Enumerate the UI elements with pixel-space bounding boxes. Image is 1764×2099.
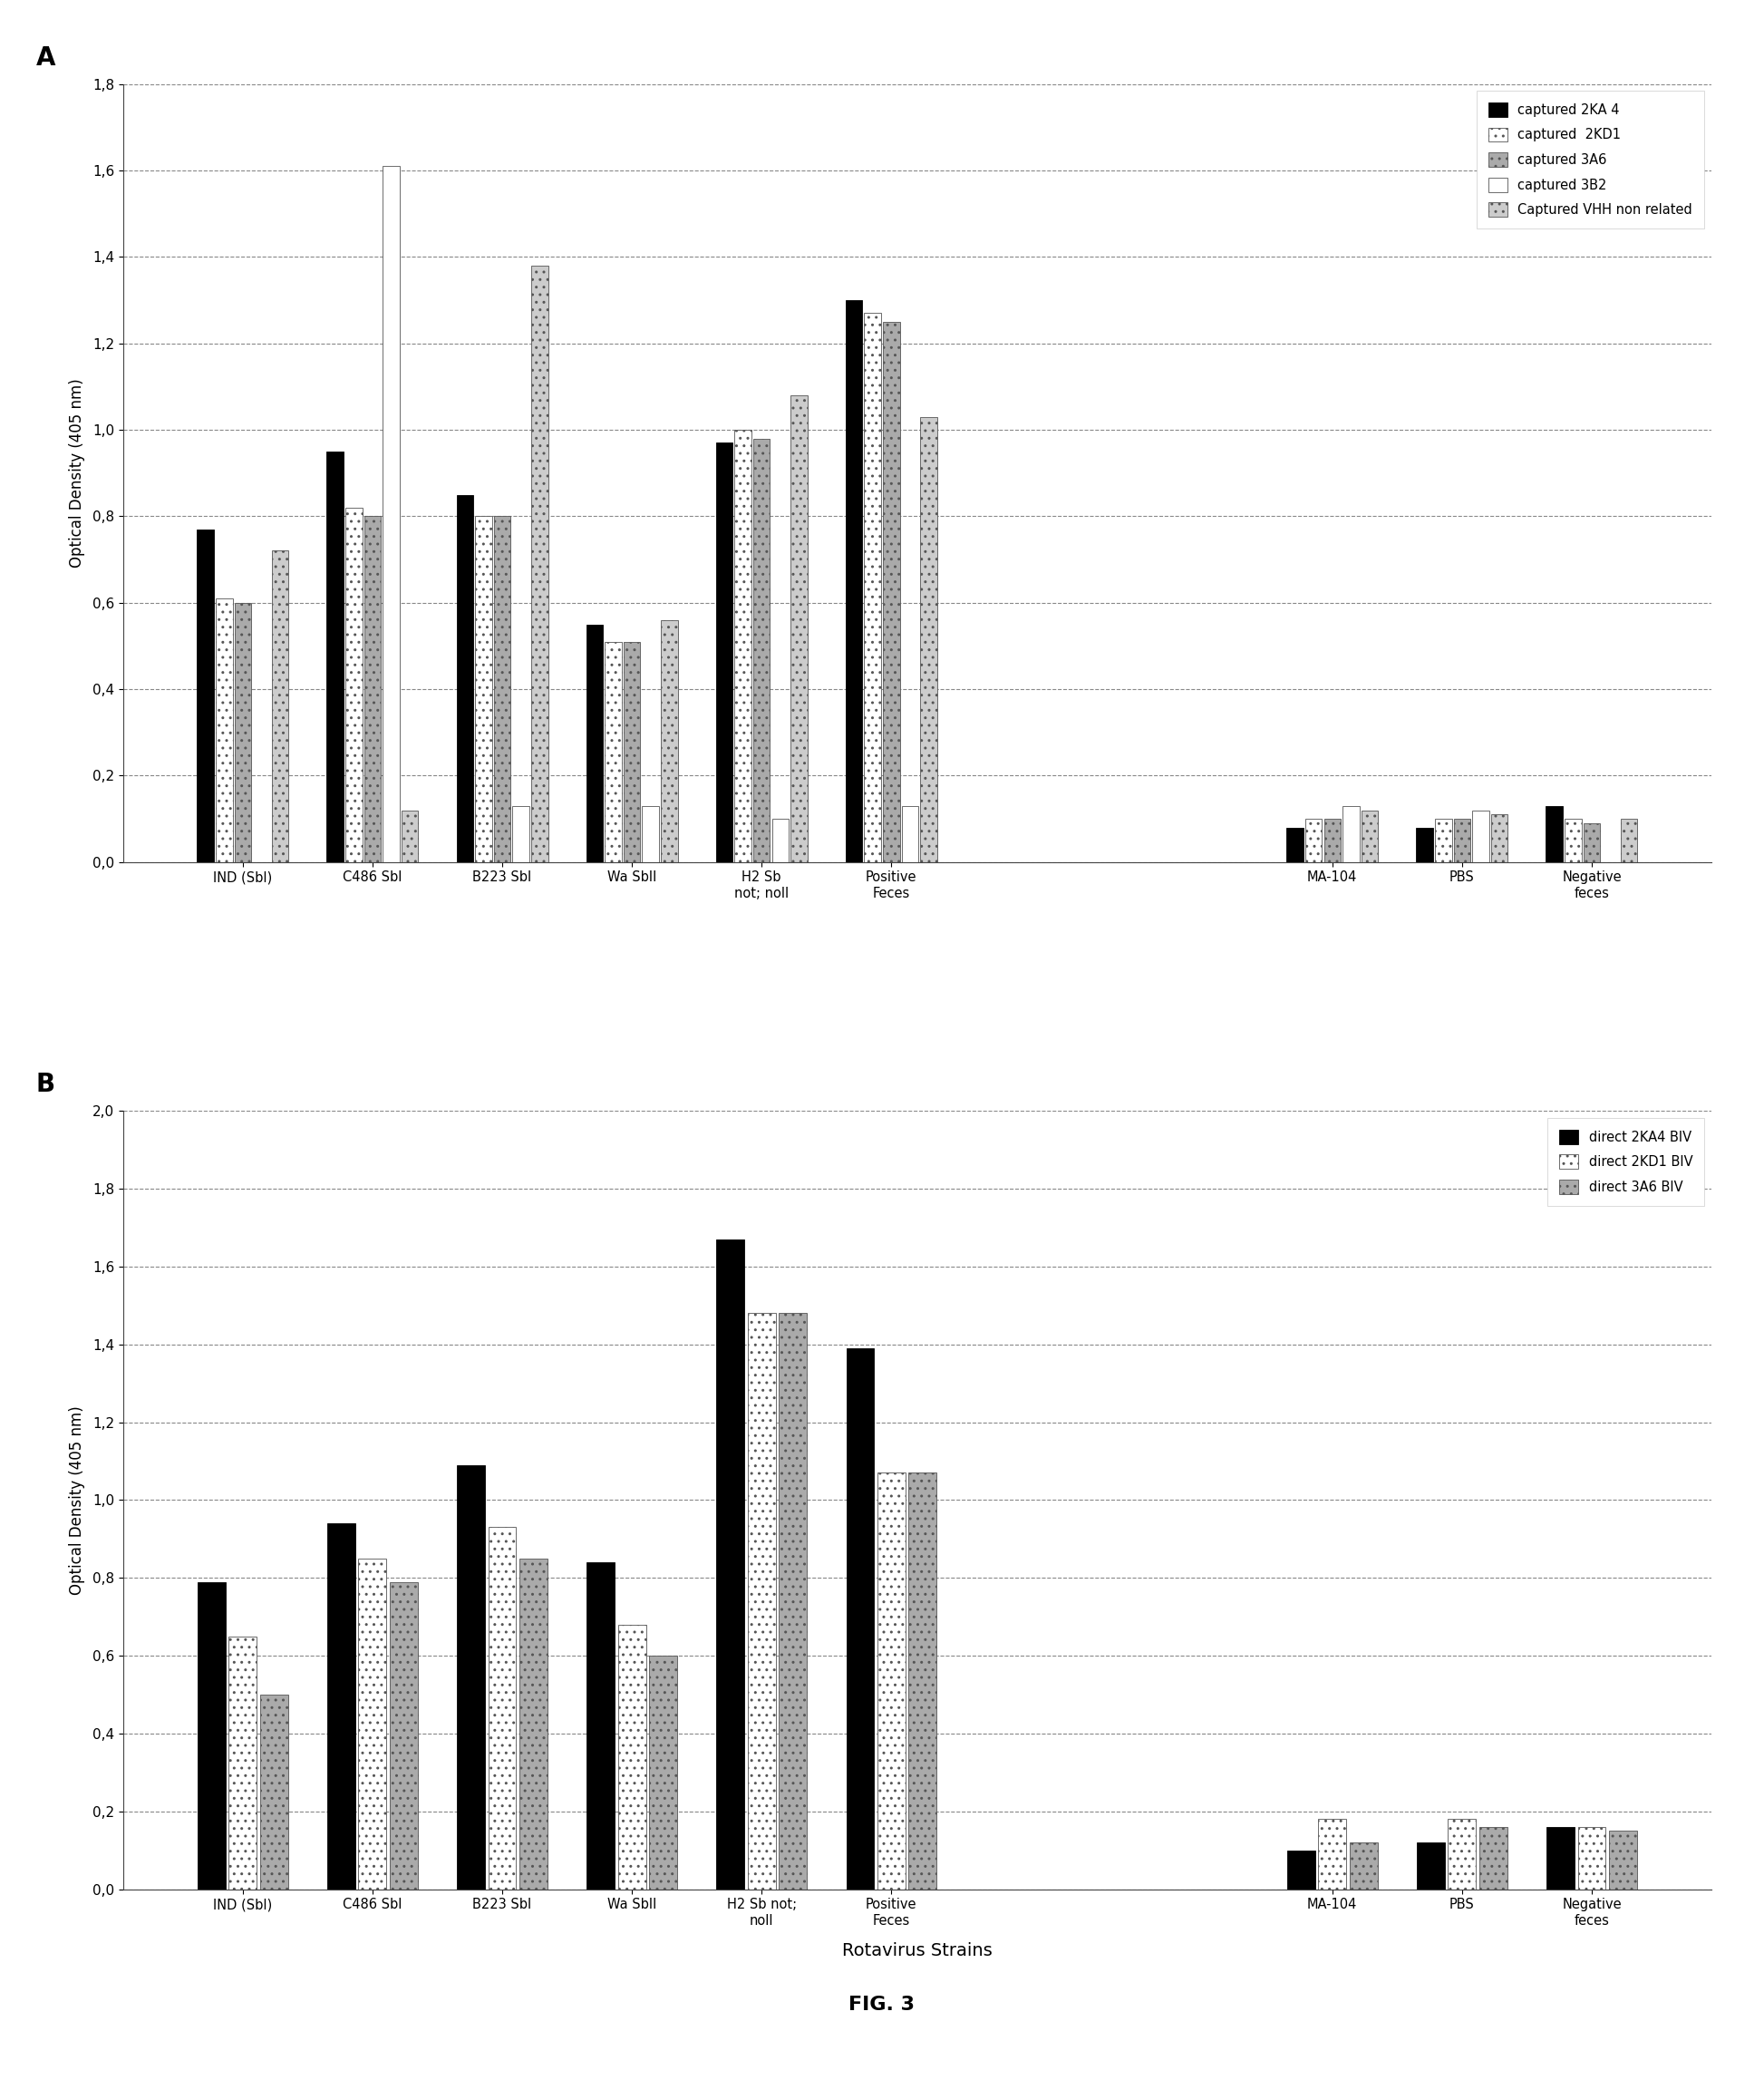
Bar <box>623 642 640 863</box>
Bar <box>1480 1826 1506 1889</box>
Bar <box>1577 1826 1605 1889</box>
Bar <box>587 1562 616 1889</box>
Bar <box>1545 806 1563 863</box>
Bar <box>229 1637 258 1889</box>
Bar <box>1448 1820 1476 1889</box>
Bar <box>845 300 863 863</box>
Bar <box>649 1656 677 1889</box>
Bar <box>1565 819 1582 863</box>
Bar <box>235 602 250 863</box>
Bar <box>272 550 289 863</box>
Bar <box>402 810 418 863</box>
Bar <box>1318 1820 1346 1889</box>
Bar <box>884 321 900 863</box>
Bar <box>748 1314 776 1889</box>
Bar <box>198 1583 226 1889</box>
Bar <box>778 1314 806 1889</box>
Bar <box>198 529 213 863</box>
Bar <box>328 1524 355 1889</box>
Bar <box>586 623 603 863</box>
Bar <box>519 1557 547 1889</box>
Bar <box>457 495 473 863</box>
Bar <box>1547 1826 1575 1889</box>
Bar <box>921 418 937 863</box>
Bar <box>716 443 732 863</box>
Bar <box>215 598 233 863</box>
Legend: direct 2KA4 BIV, direct 2KD1 BIV, direct 3A6 BIV: direct 2KA4 BIV, direct 2KD1 BIV, direct… <box>1547 1117 1704 1205</box>
Bar <box>494 516 510 863</box>
Bar <box>1286 827 1304 863</box>
Bar <box>790 395 808 863</box>
Bar <box>773 819 789 863</box>
Bar <box>259 1694 288 1889</box>
Text: FIG. 3: FIG. 3 <box>848 1996 916 2013</box>
Bar <box>346 508 362 863</box>
Bar <box>1349 1843 1378 1889</box>
Bar <box>605 642 621 863</box>
Bar <box>1473 810 1489 863</box>
Bar <box>901 806 919 863</box>
Bar <box>1609 1830 1637 1889</box>
Bar <box>1342 806 1360 863</box>
Y-axis label: Optical Density (405 nm): Optical Density (405 nm) <box>69 378 85 567</box>
Bar <box>1491 814 1508 863</box>
Bar <box>1584 823 1600 863</box>
Bar <box>513 806 529 863</box>
Bar <box>1362 810 1378 863</box>
Bar <box>617 1625 646 1889</box>
Bar <box>489 1528 517 1889</box>
Bar <box>390 1583 418 1889</box>
Bar <box>457 1465 485 1889</box>
Bar <box>531 264 549 863</box>
Bar <box>847 1348 875 1889</box>
Bar <box>1325 819 1341 863</box>
Bar <box>363 516 381 863</box>
Bar <box>1434 819 1452 863</box>
Y-axis label: Optical Density (405 nm): Optical Density (405 nm) <box>69 1406 85 1595</box>
Bar <box>864 313 880 863</box>
Bar <box>1621 819 1637 863</box>
Bar <box>475 516 492 863</box>
Bar <box>662 619 677 863</box>
Bar <box>734 430 751 863</box>
Bar <box>383 166 400 863</box>
Text: A: A <box>35 44 56 71</box>
Bar <box>1305 819 1321 863</box>
Bar <box>1416 1843 1445 1889</box>
Bar <box>1454 819 1471 863</box>
Bar <box>326 451 344 863</box>
Bar <box>753 439 771 863</box>
Legend: captured 2KA 4, captured  2KD1, captured 3A6, captured 3B2, Captured VHH non rel: captured 2KA 4, captured 2KD1, captured … <box>1476 90 1704 229</box>
Bar <box>1288 1849 1316 1889</box>
Bar <box>358 1557 386 1889</box>
Bar <box>1416 827 1432 863</box>
Bar <box>908 1473 937 1889</box>
X-axis label: Rotavirus Strains: Rotavirus Strains <box>841 1942 993 1960</box>
Bar <box>642 806 660 863</box>
Bar <box>877 1473 905 1889</box>
Bar <box>716 1238 744 1889</box>
Text: B: B <box>35 1073 55 1098</box>
